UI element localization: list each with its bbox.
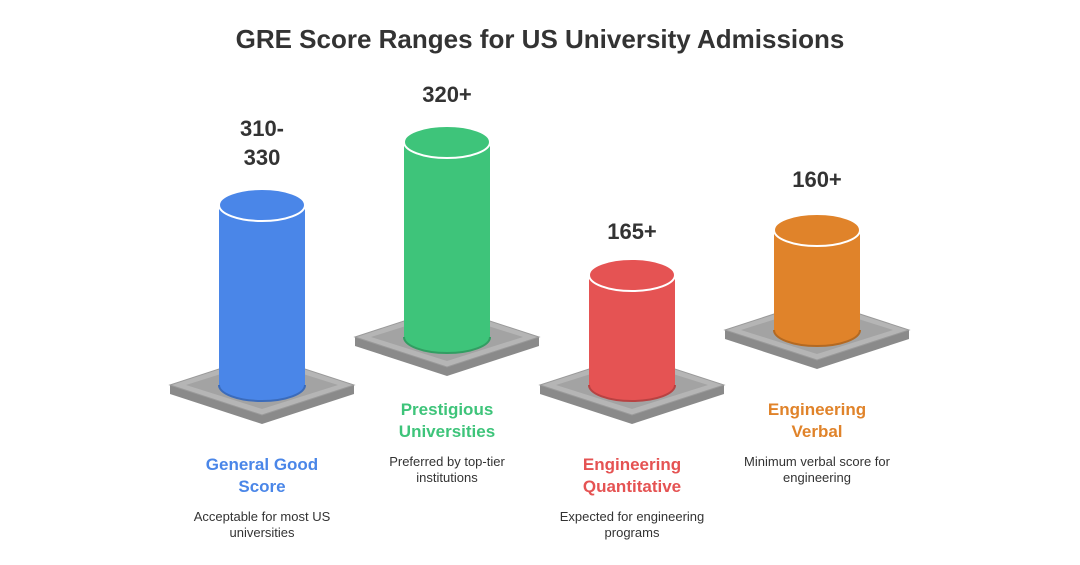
item-description: Acceptable for most US universities (193, 509, 331, 540)
score: 165+ (607, 219, 657, 244)
cylinder-body (219, 205, 305, 401)
platform-side (725, 330, 909, 369)
score: 160+ (792, 167, 842, 192)
title: GRE Score Ranges for US University Admis… (235, 24, 845, 54)
cylinder-shade (588, 384, 676, 402)
cylinder-shade (403, 336, 491, 354)
cylinder-top (773, 213, 861, 247)
score: 320+ (422, 82, 472, 107)
item-label: Prestigious Universities (398, 400, 496, 441)
item-label: General Good Score (205, 455, 319, 496)
score: 310-330 (239, 116, 285, 170)
cylinder-top (218, 188, 306, 222)
item-description: Preferred by top-tier institutions (389, 454, 505, 485)
platform-side (540, 385, 724, 424)
cylinder-top (588, 258, 676, 292)
item-label: Engineering Verbal (767, 400, 867, 441)
item-description: Minimum verbal score for engineering (744, 454, 890, 485)
cylinder-body (589, 275, 675, 401)
platform-side (170, 385, 354, 424)
item-description: Expected for engineering programs (559, 509, 705, 540)
cylinder-body (774, 230, 860, 346)
cylinder-shade (773, 329, 861, 347)
cylinder-top (403, 125, 491, 159)
cylinder-body (404, 142, 490, 353)
cylinder-shade (218, 384, 306, 402)
platform-side (355, 337, 539, 376)
item-label: Engineering Quantitative (582, 455, 682, 496)
